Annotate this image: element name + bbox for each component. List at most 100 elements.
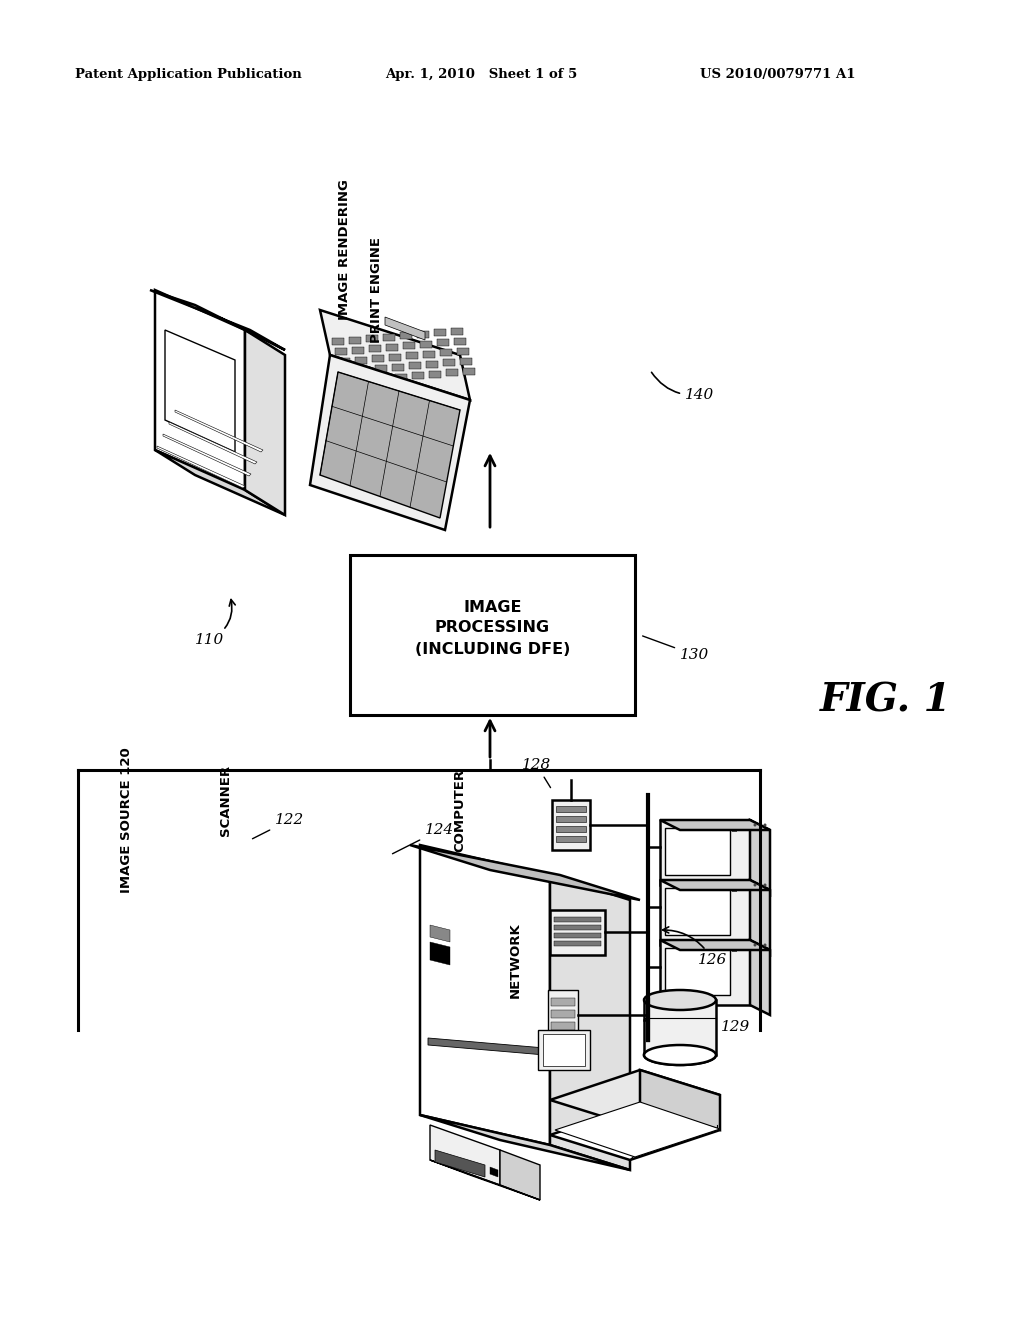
Bar xyxy=(543,1034,585,1067)
Text: COMPUTER: COMPUTER xyxy=(454,768,467,851)
Polygon shape xyxy=(550,1105,720,1160)
Circle shape xyxy=(754,944,757,946)
Bar xyxy=(551,998,575,1006)
Bar xyxy=(341,368,353,375)
Bar xyxy=(406,352,418,359)
Bar xyxy=(361,376,373,384)
Text: 126: 126 xyxy=(663,927,727,968)
Bar xyxy=(457,347,469,355)
Bar xyxy=(355,356,367,363)
Circle shape xyxy=(764,824,767,826)
Polygon shape xyxy=(660,820,770,830)
Bar xyxy=(644,1001,716,1055)
Bar xyxy=(332,338,344,345)
Polygon shape xyxy=(538,1030,590,1071)
Bar xyxy=(548,990,578,1035)
Bar xyxy=(338,358,350,366)
Polygon shape xyxy=(163,434,251,477)
Polygon shape xyxy=(410,845,640,900)
Bar xyxy=(350,554,635,715)
Bar xyxy=(554,941,601,946)
Bar xyxy=(732,946,737,952)
Bar xyxy=(732,946,737,952)
Bar xyxy=(335,348,347,355)
Bar xyxy=(665,828,730,875)
Polygon shape xyxy=(430,1160,540,1200)
Bar xyxy=(349,337,361,343)
Polygon shape xyxy=(175,411,263,451)
Text: 110: 110 xyxy=(195,599,236,647)
Bar xyxy=(344,378,356,385)
Bar xyxy=(732,887,737,892)
Polygon shape xyxy=(660,940,770,950)
Circle shape xyxy=(764,883,767,887)
Bar xyxy=(417,330,429,338)
Polygon shape xyxy=(640,1071,720,1130)
Text: 130: 130 xyxy=(643,636,710,663)
Bar xyxy=(732,887,737,892)
Polygon shape xyxy=(750,820,770,895)
Polygon shape xyxy=(155,290,245,490)
Bar xyxy=(556,807,586,812)
Bar xyxy=(454,338,466,345)
Ellipse shape xyxy=(644,1045,716,1065)
Polygon shape xyxy=(420,845,550,1144)
Bar xyxy=(660,880,750,945)
Bar xyxy=(556,826,586,832)
Bar xyxy=(352,346,364,354)
Text: PROCESSING: PROCESSING xyxy=(435,620,550,635)
Circle shape xyxy=(754,883,757,887)
Bar xyxy=(665,948,730,995)
Polygon shape xyxy=(490,1167,498,1177)
Polygon shape xyxy=(430,1125,500,1185)
Polygon shape xyxy=(660,880,770,890)
Polygon shape xyxy=(319,310,470,400)
Polygon shape xyxy=(430,925,450,942)
Polygon shape xyxy=(385,317,425,341)
Bar xyxy=(392,363,404,371)
Bar xyxy=(463,367,475,375)
Text: 128: 128 xyxy=(522,758,551,788)
Bar xyxy=(556,816,586,822)
Ellipse shape xyxy=(644,990,716,1010)
Bar xyxy=(412,372,424,379)
Polygon shape xyxy=(430,942,450,965)
Text: IMAGE RENDERING: IMAGE RENDERING xyxy=(339,180,351,321)
Bar xyxy=(437,339,449,346)
Polygon shape xyxy=(245,330,285,515)
Text: 124: 124 xyxy=(392,822,455,854)
Bar xyxy=(429,371,441,378)
Bar xyxy=(551,1010,575,1018)
Polygon shape xyxy=(550,1071,720,1125)
Polygon shape xyxy=(310,355,470,531)
Bar xyxy=(358,367,370,374)
Polygon shape xyxy=(157,446,245,488)
Polygon shape xyxy=(420,1115,630,1170)
Polygon shape xyxy=(750,880,770,954)
Polygon shape xyxy=(165,330,234,451)
Bar xyxy=(732,887,737,892)
Polygon shape xyxy=(428,1038,545,1055)
Bar xyxy=(409,362,421,370)
Circle shape xyxy=(759,883,762,887)
Bar xyxy=(446,370,458,376)
Bar xyxy=(554,933,601,939)
Bar xyxy=(443,359,455,366)
Bar xyxy=(554,917,601,921)
Circle shape xyxy=(759,944,762,946)
Polygon shape xyxy=(169,422,257,465)
Bar xyxy=(372,355,384,362)
Bar xyxy=(551,1022,575,1030)
Text: 140: 140 xyxy=(651,372,715,403)
Bar xyxy=(434,329,446,337)
Polygon shape xyxy=(750,940,770,1015)
Text: FIG. 1: FIG. 1 xyxy=(820,681,951,719)
Bar xyxy=(660,820,750,884)
Text: 122: 122 xyxy=(253,813,304,838)
Text: IMAGE: IMAGE xyxy=(463,599,522,615)
Text: (INCLUDING DFE): (INCLUDING DFE) xyxy=(415,642,570,656)
Bar xyxy=(403,342,415,348)
Text: SCANNER: SCANNER xyxy=(218,764,231,836)
Bar xyxy=(383,334,395,341)
Bar xyxy=(665,888,730,935)
